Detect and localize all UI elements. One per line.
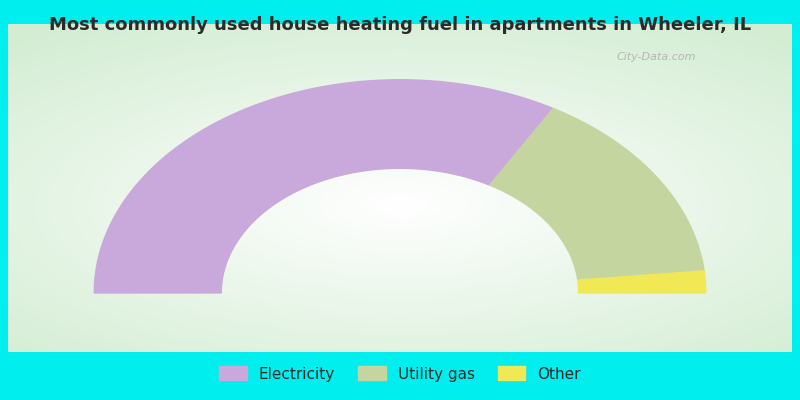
Legend: Electricity, Utility gas, Other: Electricity, Utility gas, Other — [213, 360, 587, 388]
Text: Most commonly used house heating fuel in apartments in Wheeler, IL: Most commonly used house heating fuel in… — [49, 16, 751, 34]
Polygon shape — [490, 108, 704, 280]
Text: City-Data.com: City-Data.com — [617, 52, 696, 62]
Polygon shape — [578, 271, 706, 293]
Polygon shape — [94, 80, 553, 293]
